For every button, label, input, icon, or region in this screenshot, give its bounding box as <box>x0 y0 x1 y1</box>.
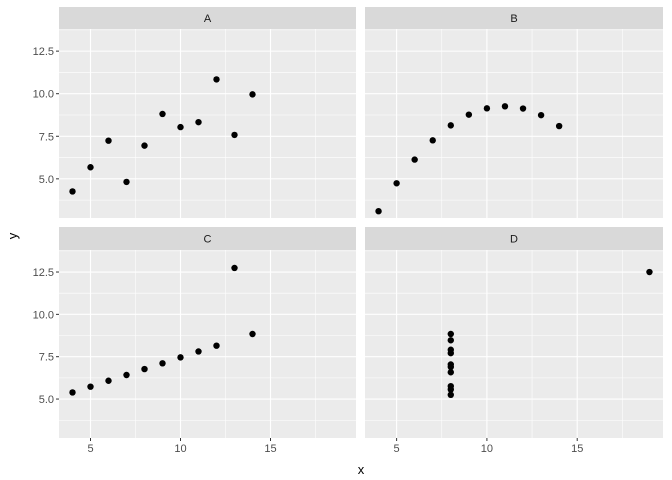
facet-strip <box>59 227 356 250</box>
facet-strip-label: D <box>510 234 518 246</box>
facet-panel-b: B <box>365 7 663 218</box>
data-point-b-5 <box>447 122 454 129</box>
x-tick-label: 10 <box>174 443 186 455</box>
facet-strip <box>365 7 663 29</box>
data-point-c-6 <box>159 360 166 367</box>
data-point-c-5 <box>141 365 148 373</box>
data-point-c-1 <box>69 389 76 396</box>
panel-background <box>59 250 356 438</box>
data-point-d-6 <box>447 361 454 368</box>
y-tick-label: 5.0 <box>39 394 54 406</box>
panel-background <box>365 29 663 218</box>
data-point-a-7 <box>177 123 184 131</box>
y-tick-label: 10.0 <box>33 309 54 321</box>
data-point-a-6 <box>159 110 166 118</box>
facet-panel-a: A <box>59 7 356 218</box>
y-axis-title: y <box>5 232 20 239</box>
facet-strip-label: A <box>204 13 212 25</box>
data-point-d-3 <box>447 382 454 390</box>
x-tick-label: 15 <box>571 443 583 455</box>
data-point-b-4 <box>429 137 436 144</box>
data-point-c-4 <box>123 371 130 379</box>
data-point-d-9 <box>447 337 454 344</box>
facet-panels: A B C D <box>59 7 663 438</box>
facet-strip <box>59 7 356 29</box>
data-point-b-10 <box>537 111 545 119</box>
facet-strip <box>365 227 663 250</box>
data-point-a-3 <box>105 137 112 144</box>
data-point-b-6 <box>465 111 473 118</box>
data-point-a-11 <box>249 91 256 98</box>
data-point-b-8 <box>501 103 509 110</box>
data-point-d-1 <box>447 391 454 399</box>
data-point-c-2 <box>87 383 94 390</box>
data-point-c-3 <box>105 377 112 384</box>
x-axis-title: x <box>358 462 365 477</box>
y-tick-label: 7.5 <box>39 352 54 364</box>
x-tick-label: 5 <box>87 443 93 455</box>
y-tick-label: 5.0 <box>39 174 54 186</box>
panel-background <box>365 250 663 438</box>
data-point-d-10 <box>447 330 454 338</box>
data-point-d-11 <box>646 268 653 276</box>
x-tick-label: 10 <box>481 443 493 455</box>
data-point-d-8 <box>447 346 454 353</box>
facet-strip-label: B <box>510 13 517 25</box>
data-point-a-10 <box>231 131 238 139</box>
data-point-c-11 <box>249 330 256 338</box>
data-point-a-9 <box>213 76 220 83</box>
facet-panel-d: D <box>365 227 663 438</box>
x-axis-ticks: 5 10 15 5 10 15 <box>87 438 583 455</box>
y-axis-ticks: 5.0 7.5 10.0 12.5 5.0 7.5 10.0 12.5 <box>33 46 59 406</box>
facet-strip-label: C <box>204 234 212 246</box>
facet-panel-c: C <box>59 227 356 438</box>
y-tick-label: 12.5 <box>33 267 54 279</box>
data-point-b-2 <box>393 180 400 187</box>
data-point-a-8 <box>195 118 202 126</box>
data-point-b-9 <box>519 105 527 112</box>
data-point-c-9 <box>213 342 220 349</box>
data-point-b-3 <box>411 156 418 163</box>
data-point-c-8 <box>195 348 202 355</box>
data-point-d-4 <box>447 369 454 376</box>
data-point-a-1 <box>69 188 76 195</box>
data-point-a-2 <box>87 164 94 171</box>
y-tick-label: 7.5 <box>39 131 54 143</box>
panel-background <box>59 29 356 218</box>
data-point-c-7 <box>177 354 184 361</box>
data-point-b-1 <box>375 207 382 215</box>
data-point-b-7 <box>483 105 491 112</box>
x-tick-label: 15 <box>264 443 276 455</box>
data-point-a-5 <box>141 142 148 149</box>
data-point-a-4 <box>123 178 130 186</box>
y-tick-label: 10.0 <box>33 89 54 101</box>
data-point-b-11 <box>555 122 563 130</box>
data-point-c-10 <box>231 264 238 272</box>
y-tick-label: 12.5 <box>33 46 54 58</box>
x-tick-label: 5 <box>394 443 400 455</box>
